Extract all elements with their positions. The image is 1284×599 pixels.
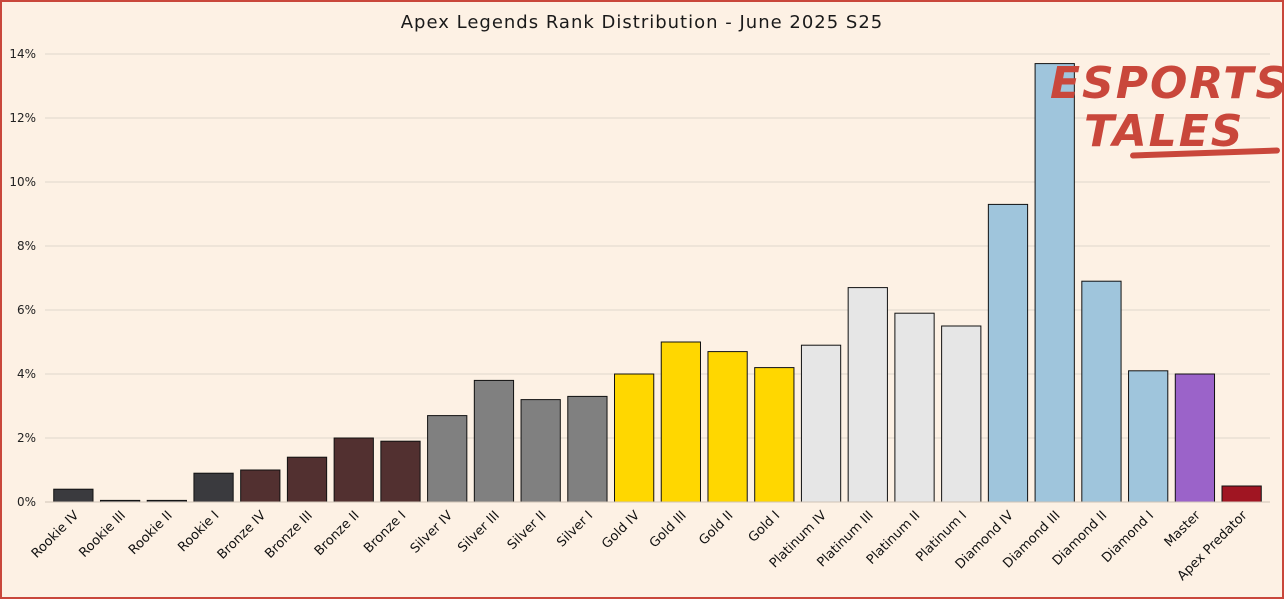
bar-silver-iii [473, 379, 515, 503]
bar-diamond-iv [987, 203, 1029, 503]
y-tick-label: 0% [17, 495, 36, 509]
x-tick-label: Bronze I [361, 508, 409, 556]
bar-gold-iv [614, 373, 655, 503]
bar-bronze-iv [240, 469, 281, 503]
y-tick-label: 2% [17, 431, 36, 445]
x-tick-label: Bronze IV [215, 508, 269, 562]
bar-gold-ii [707, 351, 748, 503]
x-tick-label: Rookie IV [29, 508, 82, 561]
y-tick-label: 4% [17, 367, 36, 381]
logo-line-1: ESPORTS [1050, 58, 1284, 109]
x-tick-label: Master [1162, 508, 1204, 550]
bar-silver-i [567, 395, 608, 503]
bar-rookie-iv [53, 488, 94, 503]
x-tick-label: Rookie III [76, 508, 128, 560]
y-tick-label: 8% [17, 239, 36, 253]
bar-apex-predator [1221, 485, 1262, 503]
x-tick-label: Silver II [505, 508, 550, 553]
x-tick-label: Silver IV [408, 508, 456, 556]
x-tick-label: Gold III [647, 508, 690, 551]
bar-gold-iii [660, 341, 701, 503]
bar-diamond-iii [1034, 63, 1075, 503]
bar-bronze-ii [333, 437, 374, 503]
esports-tales-logo: ESPORTS TALES [1050, 58, 1284, 159]
x-tick-label: Rookie I [175, 508, 222, 555]
x-tick-label: Gold I [746, 508, 783, 545]
bar-platinum-iv [800, 344, 842, 503]
bar-silver-iv [427, 415, 468, 503]
bar-silver-ii [520, 399, 561, 503]
chart-title: Apex Legends Rank Distribution - June 20… [400, 12, 884, 33]
y-tick-label: 6% [17, 303, 36, 317]
x-tick-label: Rookie II [126, 508, 176, 558]
x-tick-label: Gold II [696, 508, 736, 548]
bar-bronze-i [380, 440, 421, 503]
bar-platinum-i [941, 325, 982, 503]
bar-rookie-i [193, 472, 234, 503]
bar-master [1174, 373, 1216, 503]
x-tick-label: Bronze III [262, 508, 315, 561]
y-axis-tick-labels: 0% 2% 4% 6% 8% 10% 12% 14% [9, 47, 36, 509]
x-tick-label: Silver III [455, 508, 502, 555]
x-tick-label: Silver I [554, 508, 596, 550]
x-tick-label: Bronze II [312, 508, 363, 559]
y-tick-label: 12% [9, 111, 36, 125]
x-tick-label: Gold IV [599, 508, 643, 552]
y-tick-label: 14% [9, 47, 36, 61]
bar-gold-i [754, 367, 795, 503]
bar-diamond-ii [1081, 280, 1122, 503]
bar-platinum-iii [847, 287, 888, 503]
logo-line-2: TALES [1084, 106, 1245, 157]
bar-diamond-i [1128, 370, 1169, 503]
bar-bronze-iii [286, 456, 328, 503]
bar-platinum-ii [894, 312, 935, 503]
y-tick-label: 10% [9, 175, 36, 189]
